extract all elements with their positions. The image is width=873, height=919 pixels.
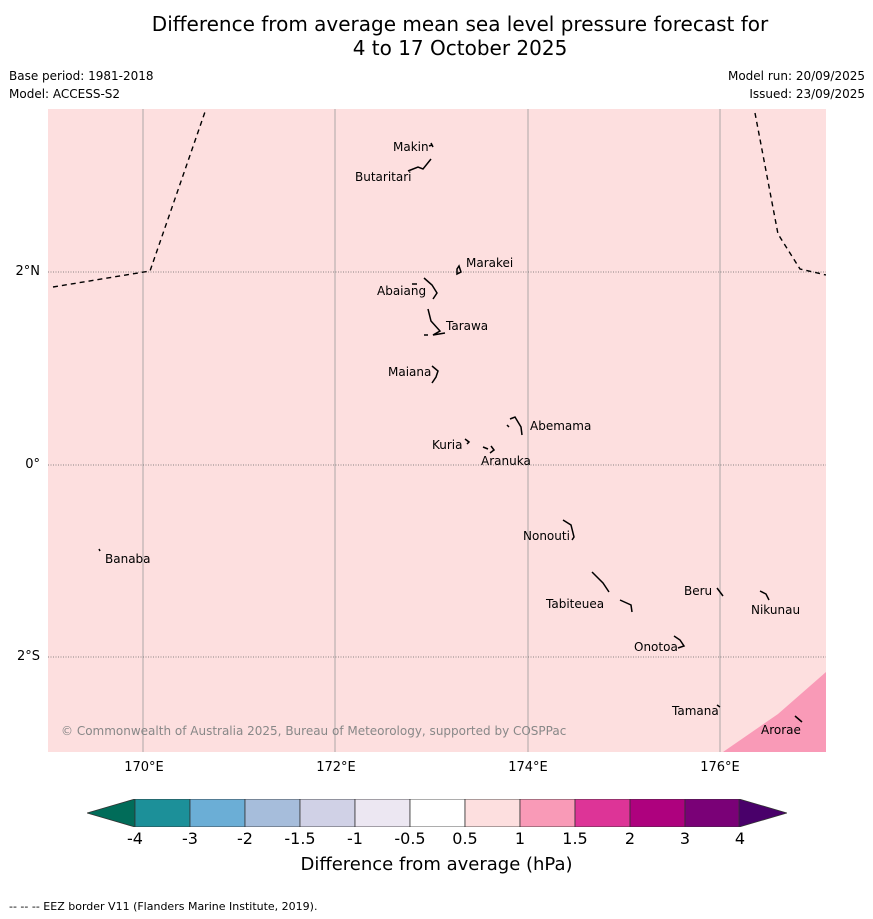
- meta-right: Model run: 20/09/2025 Issued: 23/09/2025: [728, 67, 865, 103]
- colorbar-segment: [464, 799, 521, 827]
- base-period: Base period: 1981-2018: [9, 69, 154, 83]
- label-kuria: Kuria: [432, 438, 463, 452]
- island-tarawa: [424, 308, 446, 336]
- label-onotoa: Onotoa: [634, 640, 678, 654]
- island-onotoa: [673, 635, 686, 649]
- label-abemama: Abemama: [530, 419, 592, 433]
- island-aranuka: [482, 445, 496, 454]
- label-abaiang: Abaiang: [377, 284, 427, 298]
- island-makin: [428, 142, 434, 148]
- eez-border-east: [754, 112, 826, 276]
- colorbar-segment: [354, 799, 411, 827]
- lon-label-176e: 176°E: [700, 760, 740, 775]
- lon-label-174e: 174°E: [508, 760, 548, 775]
- colorbar-tick-label: -2: [237, 829, 253, 848]
- lat-label-2n: 2°N: [15, 264, 41, 279]
- colorbar-tick-label: 1: [514, 829, 526, 848]
- island-beru: [716, 587, 724, 597]
- label-aranuka: Aranuka: [481, 454, 531, 468]
- island-abemama: [506, 416, 523, 436]
- label-marakei: Marakei: [466, 256, 514, 270]
- island-kuria: [464, 438, 471, 445]
- chart-title: Difference from average mean sea level p…: [0, 12, 873, 60]
- copyright-notice: © Commonwealth of Australia 2025, Bureau…: [61, 724, 567, 738]
- colorbar: [87, 799, 787, 827]
- label-nikunau: Nikunau: [751, 603, 801, 617]
- lat-label-2s: 2°S: [16, 649, 40, 664]
- eez-border-west: [52, 109, 207, 288]
- title-line-1: Difference from average mean sea level p…: [151, 12, 769, 36]
- colorbar-under-arrow: [87, 799, 136, 827]
- colorbar-tick-label: -0.5: [394, 829, 426, 848]
- colorbar-tick-label: 2: [624, 829, 636, 848]
- island-tamana: [716, 704, 721, 708]
- colorbar-label: Difference from average (hPa): [300, 854, 573, 875]
- label-maiana: Maiana: [388, 365, 432, 379]
- island-nikunau: [759, 590, 770, 601]
- colorbar-segment: [519, 799, 576, 827]
- map-svg: [48, 109, 826, 752]
- model-name: Model: ACCESS-S2: [9, 87, 121, 101]
- anomaly-region-1-to-1-5: [723, 672, 826, 752]
- label-tarawa: Tarawa: [446, 319, 489, 333]
- colorbar-tick-label: -1.5: [284, 829, 316, 848]
- title-line-2: 4 to 17 October 2025: [352, 36, 568, 60]
- colorbar-over-arrow: [738, 799, 787, 827]
- colorbar-segment: [244, 799, 301, 827]
- island-tabiteuea: [591, 571, 633, 613]
- colorbar-segment: [684, 799, 741, 827]
- island-butaritari: [407, 158, 432, 172]
- label-banaba: Banaba: [105, 552, 151, 566]
- island-abaiang: [412, 277, 438, 300]
- colorbar-segment: [409, 799, 466, 827]
- model-run: Model run: 20/09/2025: [727, 69, 865, 83]
- colorbar-tick-label: 0.5: [452, 829, 478, 848]
- colorbar-tick-label: 1.5: [562, 829, 588, 848]
- label-tabiteuea: Tabiteuea: [546, 597, 605, 611]
- label-butaritari: Butaritari: [355, 170, 412, 184]
- island-banaba: [98, 548, 101, 552]
- lon-label-172e: 172°E: [316, 760, 356, 775]
- map-panel: Makin Butaritari Marakei Abaiang Tarawa …: [48, 109, 826, 752]
- label-nonouti: Nonouti: [523, 529, 570, 543]
- colorbar-segment: [134, 799, 191, 827]
- lat-label-0: 0°: [25, 457, 40, 472]
- island-marakei: [456, 264, 462, 276]
- colorbar-tick-label: -1: [347, 829, 363, 848]
- islands: [98, 142, 803, 723]
- label-makin: Makin: [393, 140, 429, 154]
- label-beru: Beru: [684, 584, 713, 598]
- colorbar-tick-label: -3: [182, 829, 198, 848]
- colorbar-segments: [134, 799, 741, 827]
- meta-left: Base period: 1981-2018 Model: ACCESS-S2: [9, 67, 154, 103]
- colorbar-tick-label: 4: [734, 829, 746, 848]
- island-arorae: [794, 715, 803, 723]
- lon-label-170e: 170°E: [124, 760, 164, 775]
- island-maiana: [431, 365, 439, 384]
- island-nonouti: [562, 519, 575, 541]
- colorbar-segment: [629, 799, 686, 827]
- colorbar-segment: [299, 799, 356, 827]
- colorbar-tick-label: -4: [127, 829, 143, 848]
- label-arorae: Arorae: [761, 723, 801, 737]
- issued-date: Issued: 23/09/2025: [749, 87, 865, 101]
- footnote: -- -- -- EEZ border V11 (Flanders Marine…: [9, 900, 318, 913]
- colorbar-segment: [574, 799, 631, 827]
- label-tamana: Tamana: [672, 704, 719, 718]
- colorbar-tick-label: 3: [679, 829, 691, 848]
- colorbar-segment: [189, 799, 246, 827]
